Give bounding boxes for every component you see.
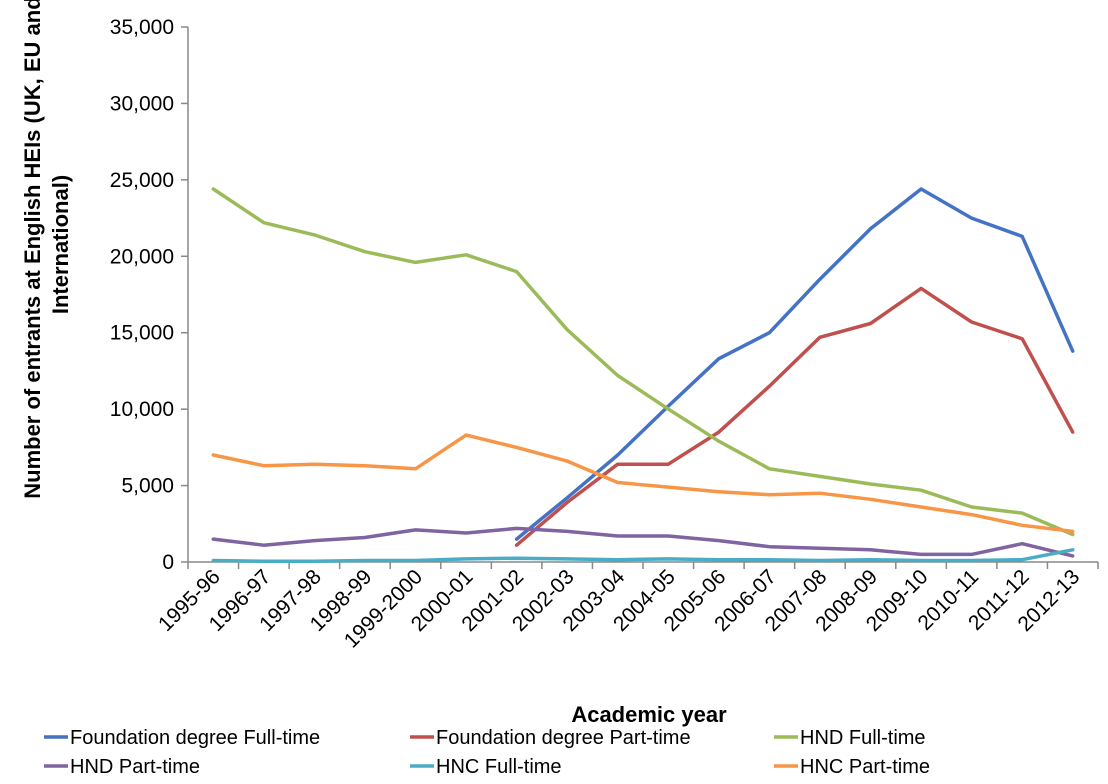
x-axis-ticks: 1995-961996-971997-981998-991999-2000200…: [154, 562, 1099, 653]
y-tick-label: 30,000: [110, 92, 174, 115]
legend-label-3: HND Part-time: [70, 756, 200, 778]
y-axis-title-line-2: International): [48, 175, 73, 314]
series-lines: [211, 187, 1075, 563]
series-line-4: [211, 548, 1075, 563]
y-tick-label: 15,000: [110, 322, 174, 345]
y-tick-label: 5,000: [121, 475, 174, 498]
y-axis-title-line-1: Number of entrants at English HEIs (UK, …: [20, 0, 45, 499]
y-tick-label: 0: [162, 551, 174, 574]
legend-label-0: Foundation degree Full-time: [70, 727, 320, 749]
legend-label-4: HNC Full-time: [436, 756, 562, 778]
legend-label-2: HND Full-time: [800, 727, 926, 749]
y-tick-label: 10,000: [110, 398, 174, 421]
series-line-2: [211, 187, 1075, 537]
y-axis-ticks: 0 5,000 10,000 15,000 20,000 25,000 30,000 35,0…: [110, 16, 188, 574]
y-tick-label: 20,000: [110, 245, 174, 268]
legend-label-5: HNC Part-time: [800, 756, 930, 778]
series-line-0: [514, 187, 1075, 541]
y-axis-title: Number of entrants at English HEIs (UK, …: [20, 0, 73, 499]
y-tick-label: 25,000: [110, 169, 174, 192]
x-axis-title: Academic year: [571, 702, 727, 727]
y-tick-label: 35,000: [110, 16, 174, 39]
legend: Foundation degree Full-time Foundation de…: [44, 727, 930, 778]
series-line-5: [211, 433, 1075, 534]
legend-label-1: Foundation degree Part-time: [436, 727, 691, 749]
series-line-3: [211, 526, 1075, 558]
series-line-1: [514, 286, 1075, 547]
